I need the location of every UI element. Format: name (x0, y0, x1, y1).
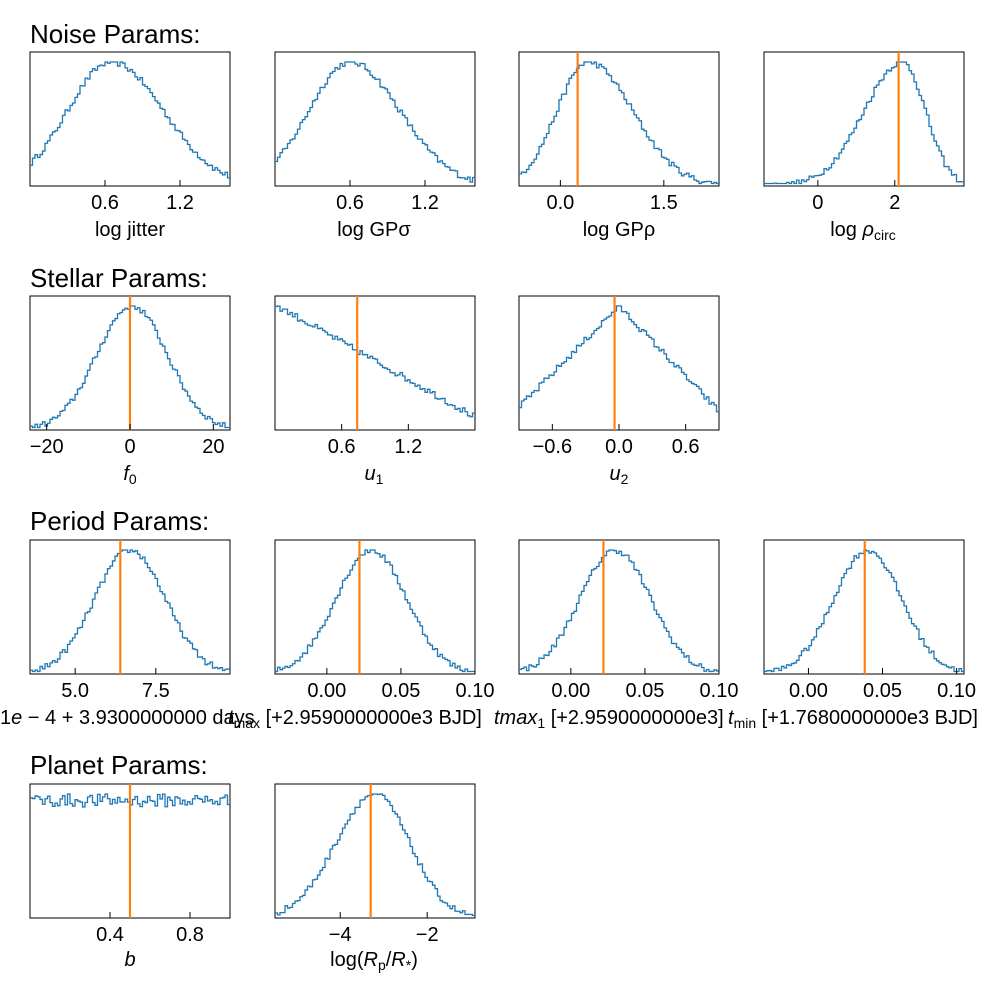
plot-frame (274, 51, 476, 187)
panel-period: 5.0 7.5 (29, 539, 231, 702)
x-tick-label: 0.6 (672, 436, 700, 458)
xlabel-log-jitter: log jitter (95, 219, 165, 241)
section-title-noise: Noise Params: (30, 19, 201, 49)
xlabel-log-gp-rho: log GPρ (583, 219, 656, 241)
histogram-series (519, 305, 719, 413)
panel-f0: −20 0 20 (29, 295, 231, 458)
section-title-period: Period Params: (30, 506, 209, 536)
x-tick-label: 0.10 (937, 680, 976, 702)
plot-frame (518, 539, 720, 675)
plot-frame (274, 539, 476, 675)
x-tick-label: 1.2 (411, 192, 439, 214)
xlabel-u2: u2 (610, 463, 629, 487)
xlabel-u1: u1 (365, 463, 384, 487)
x-tick-label: 0.00 (789, 680, 828, 702)
plot-frame (518, 295, 720, 431)
x-tick-label: 0.4 (96, 924, 124, 946)
x-tick-label: 1.2 (166, 192, 194, 214)
plot-frame (274, 295, 476, 431)
x-tick-label: 0.0 (605, 436, 633, 458)
histogram-series (30, 61, 230, 179)
xlabel-tmax1: tmax1 [+2.9590000000e3] (494, 707, 724, 731)
panel-log-jitter: 0.6 1.2 (29, 51, 231, 214)
histogram-series (519, 61, 719, 185)
x-tick-label: 0.6 (91, 192, 119, 214)
xlabel-log-rp-r: log(Rp/R*) (330, 949, 418, 973)
xlabel-tmin: tmin [+1.7680000000e3 BJD] (728, 707, 978, 731)
histogram-series (275, 549, 475, 673)
xlabel-b: b (124, 949, 135, 971)
histogram-series (275, 305, 475, 418)
x-tick-label: −20 (30, 436, 64, 458)
xlabel-log-gp-sigma: log GPσ (337, 219, 411, 241)
xlabel-tmax: tmax [+2.9590000000e3 BJD] (228, 707, 482, 731)
plot-frame (763, 51, 965, 187)
x-tick-label: −4 (329, 924, 352, 946)
panel-log-rp-r: −4 −2 (274, 783, 476, 946)
x-tick-label: 0.10 (456, 680, 495, 702)
x-tick-label: 1.5 (650, 192, 678, 214)
x-tick-label: 0.05 (625, 680, 664, 702)
x-tick-label: 7.5 (142, 680, 170, 702)
x-tick-label: 0.8 (176, 924, 204, 946)
plot-frame (29, 51, 231, 187)
section-title-planet: Planet Params: (30, 750, 208, 780)
x-tick-label: 0.6 (336, 192, 364, 214)
x-tick-label: 0.6 (328, 436, 356, 458)
x-tick-label: 0 (812, 192, 823, 214)
panel-b: 0.4 0.8 (29, 783, 231, 946)
x-tick-label: −0.6 (533, 436, 572, 458)
x-tick-label: 2 (889, 192, 900, 214)
panel-tmax1: 0.00 0.05 0.10 (518, 539, 739, 702)
x-tick-label: 0.10 (700, 680, 739, 702)
histogram-series (275, 793, 475, 917)
panel-log-gp-sigma: 0.6 1.2 (274, 51, 476, 214)
section-title-stellar: Stellar Params: (30, 263, 208, 293)
xlabel-f0: f0 (123, 463, 137, 487)
plot-frame (274, 783, 476, 919)
histogram-series (30, 549, 230, 673)
histogram-series (275, 61, 475, 183)
x-tick-label: 0.05 (863, 680, 902, 702)
plot-frame (518, 51, 720, 187)
histogram-series (519, 549, 719, 673)
panel-tmax: 0.00 0.05 0.10 (274, 539, 495, 702)
panel-log-gp-rho: 0.0 1.5 (518, 51, 720, 214)
plot-frame (29, 539, 231, 675)
xlabel-log-rho-circ: log ρcirc (830, 219, 896, 243)
panel-u1: 0.6 1.2 (274, 295, 476, 458)
x-tick-label: 0.00 (551, 680, 590, 702)
x-tick-label: 20 (202, 436, 224, 458)
x-tick-label: 5.0 (61, 680, 89, 702)
x-tick-label: 1.2 (394, 436, 422, 458)
histogram-series (30, 305, 230, 429)
panel-u2: −0.6 0.0 0.6 (518, 295, 720, 458)
x-tick-label: 0.05 (381, 680, 420, 702)
panel-tmin: 0.00 0.05 0.10 (763, 539, 976, 702)
x-tick-label: −2 (416, 924, 439, 946)
xlabel-period: 1e − 4 + 3.9300000000 days (0, 707, 255, 729)
x-tick-label: 0 (124, 436, 135, 458)
x-tick-label: 0.0 (546, 192, 574, 214)
histogram-series (764, 61, 964, 185)
x-tick-label: 0.00 (307, 680, 346, 702)
